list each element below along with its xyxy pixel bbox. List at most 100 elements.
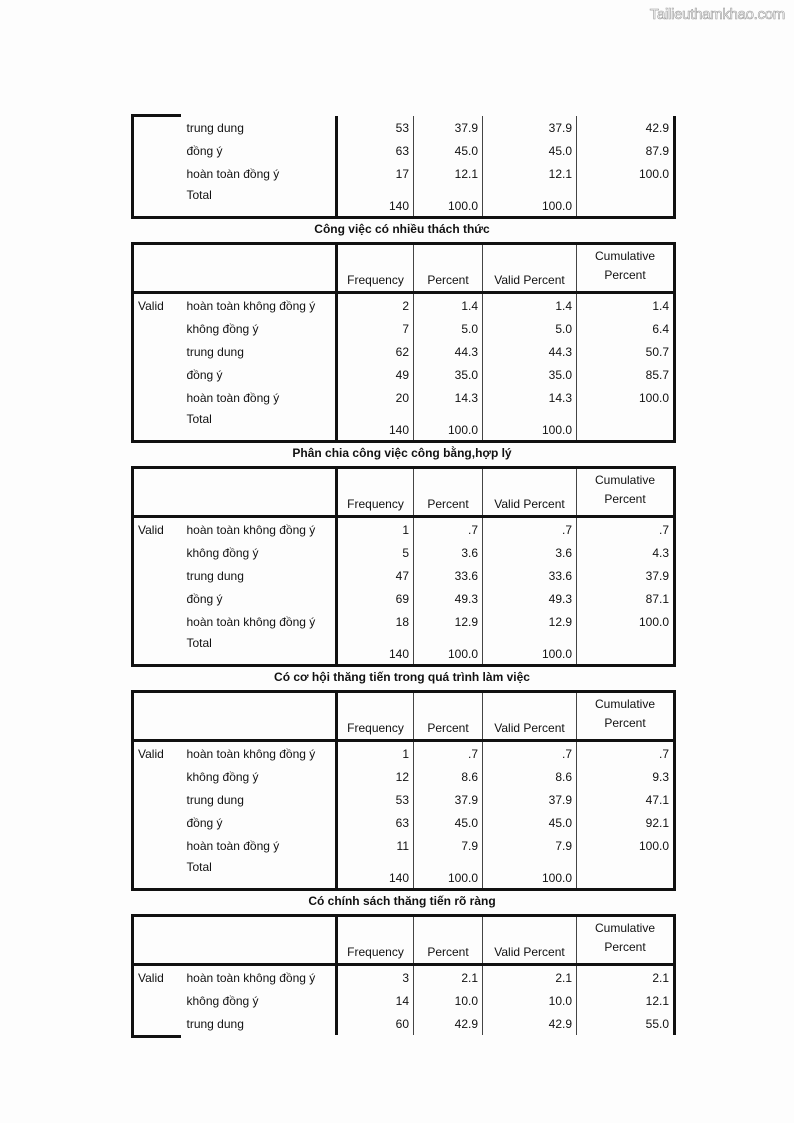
row-group-label (131, 788, 183, 811)
category-label: trung dung (182, 788, 338, 811)
cell-value: 10.0 (413, 989, 483, 1012)
total-value (576, 633, 676, 667)
cell-value: 45.0 (413, 139, 483, 162)
tables-container: trung dung 53 37.9 37.9 42.9 đồng ý 63 45.0 45.0… (131, 114, 676, 1038)
row-group-label (131, 363, 183, 386)
table-row: hoàn toàn đồng ý 11 7.9 7.9 100.0 (131, 834, 676, 857)
table-row: đồng ý 49 35.0 35.0 85.7 (131, 363, 676, 386)
cell-value: 7.9 (413, 834, 483, 857)
header-valid_percent: Valid Percent (482, 914, 577, 966)
table-bottom-stub (131, 1035, 181, 1038)
cell-value: 37.9 (482, 788, 577, 811)
category-label: không đồng ý (182, 541, 338, 564)
cell-value: 42.9 (482, 1012, 577, 1035)
category-label: trung dung (182, 564, 338, 587)
header-percent: Percent (413, 914, 483, 966)
table-row: Valid hoàn toàn không đồng ý 2 1.4 1.4 1.4 (131, 292, 676, 317)
header-blank (182, 914, 338, 966)
category-label: hoàn toàn không đồng ý (182, 740, 338, 765)
cell-value: 2.1 (576, 964, 676, 989)
cell-value: 9.3 (576, 765, 676, 788)
cell-value: 45.0 (482, 811, 577, 834)
total-value: 140 (336, 633, 414, 667)
total-value: 100.0 (482, 633, 577, 667)
cell-value: .7 (482, 516, 577, 541)
category-label: không đồng ý (182, 765, 338, 788)
header-row: Frequency Percent Valid Percent Cumulative P… (131, 690, 676, 742)
cell-value: 6.4 (576, 317, 676, 340)
total-row: Total 140 100.0 100.0 (131, 857, 676, 891)
category-label: hoàn toàn đồng ý (182, 162, 338, 185)
cell-value: 62 (336, 340, 414, 363)
cell-value: 14.3 (482, 386, 577, 409)
header-blank (131, 466, 183, 518)
cell-value: .7 (413, 516, 483, 541)
cell-value: 47.1 (576, 788, 676, 811)
total-value (576, 857, 676, 891)
category-label: hoàn toàn không đồng ý (182, 610, 338, 633)
header-cumulative-percent: Cumulative Percent (576, 242, 676, 294)
cell-value: 1.4 (576, 292, 676, 317)
cell-value: 3.6 (413, 541, 483, 564)
cell-value: 33.6 (413, 564, 483, 587)
cell-value: 14.3 (413, 386, 483, 409)
table-row: không đồng ý 12 8.6 8.6 9.3 (131, 765, 676, 788)
table-title: Có cơ hội thăng tiến trong quá trình làm… (274, 670, 530, 684)
header-row: Frequency Percent Valid Percent Cumulative P… (131, 466, 676, 518)
total-value: 100.0 (482, 857, 577, 891)
header-row: Frequency Percent Valid Percent Cumulative P… (131, 242, 676, 294)
header-blank (131, 242, 183, 294)
category-label: hoàn toàn đồng ý (182, 386, 338, 409)
row-group-label (131, 340, 183, 363)
watermark: Tailieuthamkhao.com (649, 6, 785, 24)
row-group-label (131, 857, 183, 891)
cell-value: 1 (336, 516, 414, 541)
row-group-label (131, 587, 183, 610)
cell-value: 35.0 (413, 363, 483, 386)
cell-value: 100.0 (576, 834, 676, 857)
header-percent: Percent (413, 242, 483, 294)
category-label: không đồng ý (182, 989, 338, 1012)
table-block: Có chính sách thăng tiến rõ ràng Frequenc… (131, 891, 676, 1038)
cell-value: 5.0 (482, 317, 577, 340)
cell-value: 37.9 (576, 564, 676, 587)
cell-value: 87.9 (576, 139, 676, 162)
row-group-label (131, 386, 183, 409)
total-value: 100.0 (482, 185, 577, 219)
cell-value: 100.0 (576, 386, 676, 409)
table-row: hoàn toàn không đồng ý 18 12.9 12.9 100.0 (131, 610, 676, 633)
header-blank (182, 242, 338, 294)
frequency-table: Frequency Percent Valid Percent Cumulative P… (131, 914, 676, 1035)
cell-value: 5 (336, 541, 414, 564)
table-row: trung dung 60 42.9 42.9 55.0 (131, 1012, 676, 1035)
total-row: Total 140 100.0 100.0 (131, 633, 676, 667)
header-valid_percent: Valid Percent (482, 690, 577, 742)
table-row: hoàn toàn đồng ý 20 14.3 14.3 100.0 (131, 386, 676, 409)
total-value: 100.0 (413, 857, 483, 891)
header-blank (131, 690, 183, 742)
cell-value: 63 (336, 139, 414, 162)
total-value: 100.0 (413, 633, 483, 667)
header-cumulative-line1: Cumulative (594, 921, 656, 935)
table-block: Có cơ hội thăng tiến trong quá trình làm… (131, 667, 676, 891)
row-group-label: Valid (131, 292, 183, 317)
cell-value: 12.9 (482, 610, 577, 633)
table-row: trung dung 53 37.9 37.9 42.9 (131, 116, 676, 139)
row-group-label (131, 633, 183, 667)
cell-value: .7 (576, 516, 676, 541)
row-group-label (131, 185, 183, 219)
table-row: đồng ý 63 45.0 45.0 87.9 (131, 139, 676, 162)
cell-value: 12.1 (482, 162, 577, 185)
table-row: Valid hoàn toàn không đồng ý 1.7.7.7 (131, 516, 676, 541)
header-cumulative-line1: Cumulative (594, 697, 656, 711)
cell-value: 49.3 (482, 587, 577, 610)
header-cumulative-line1: Cumulative (594, 249, 656, 263)
cell-value: 8.6 (482, 765, 577, 788)
header-cumulative-line2: Percent (604, 940, 646, 954)
table-block: trung dung 53 37.9 37.9 42.9 đồng ý 63 45.0 45.0… (131, 114, 676, 219)
header-cumulative-line1: Cumulative (594, 473, 656, 487)
category-label: hoàn toàn không đồng ý (182, 964, 338, 989)
table-title: Công việc có nhiều thách thức (314, 222, 490, 236)
category-label: đồng ý (182, 363, 338, 386)
table-row: trung dung 47 33.6 33.6 37.9 (131, 564, 676, 587)
